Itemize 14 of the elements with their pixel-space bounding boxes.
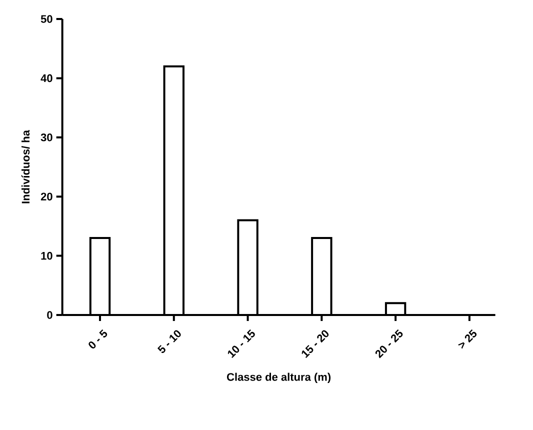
y-tick-label: 0 (47, 311, 52, 319)
y-tick-label: 50 (40, 15, 52, 23)
x-tick-label: > 25 (458, 329, 477, 349)
x-tick-label: 0 - 5 (88, 329, 108, 348)
y-tick-label: 30 (40, 134, 52, 142)
x-axis-title: Classe de altura (m) (227, 372, 331, 384)
x-tick-label: 5 - 10 (157, 330, 181, 354)
y-axis-title: Indivíduos/ ha (21, 130, 30, 204)
x-tick-label: 10 - 15 (228, 329, 255, 358)
y-tick-label: 20 (40, 192, 52, 200)
x-tick-label: 20 - 25 (375, 329, 403, 358)
y-tick-label: 40 (40, 74, 52, 82)
y-tick-label: 10 (41, 252, 52, 260)
x-tick-label: 15 - 20 (302, 330, 329, 358)
